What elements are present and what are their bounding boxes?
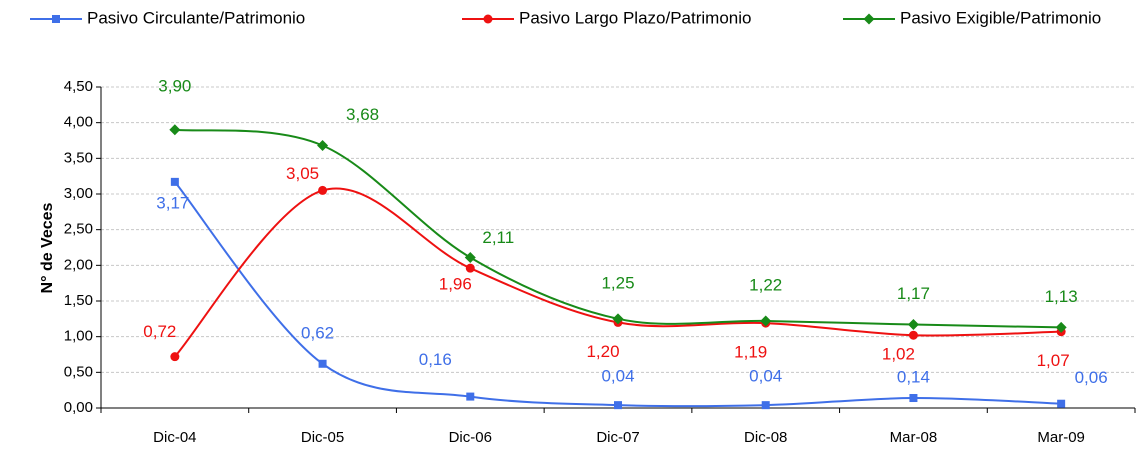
y-tick-label: 2,00 bbox=[64, 256, 93, 273]
value-label: 0,62 bbox=[301, 323, 334, 342]
value-label: 0,04 bbox=[601, 367, 634, 386]
value-label: 1,96 bbox=[439, 275, 472, 294]
value-label: 0,14 bbox=[897, 367, 930, 386]
x-tick-label: Dic-04 bbox=[153, 429, 196, 446]
y-tick-label: 0,50 bbox=[64, 363, 93, 380]
value-label: 3,17 bbox=[156, 193, 189, 212]
y-axis-title: N° de Veces bbox=[39, 202, 56, 293]
marker bbox=[170, 177, 179, 186]
value-label: 1,20 bbox=[586, 342, 619, 361]
y-tick-label: 3,50 bbox=[64, 149, 93, 166]
x-tick-label: Dic-07 bbox=[596, 429, 639, 446]
marker bbox=[465, 263, 475, 273]
marker bbox=[52, 15, 60, 23]
marker bbox=[170, 352, 180, 362]
marker bbox=[863, 13, 875, 25]
y-tick-label: 4,00 bbox=[64, 114, 93, 131]
marker bbox=[466, 392, 475, 401]
y-tick-label: 1,00 bbox=[64, 328, 93, 345]
marker bbox=[464, 251, 476, 263]
marker bbox=[614, 401, 622, 410]
value-label: 1,19 bbox=[734, 343, 767, 362]
y-tick-label: 1,50 bbox=[64, 292, 93, 309]
value-label: 3,90 bbox=[158, 76, 191, 95]
marker bbox=[317, 139, 329, 151]
legend-label: Pasivo Largo Plazo/Patrimonio bbox=[519, 8, 751, 27]
legend-label: Pasivo Exigible/Patrimonio bbox=[900, 8, 1101, 27]
marker bbox=[318, 185, 328, 195]
marker bbox=[612, 313, 624, 325]
value-label: 0,06 bbox=[1075, 368, 1108, 387]
y-tick-label: 3,00 bbox=[64, 185, 93, 202]
value-label: 3,68 bbox=[346, 105, 379, 124]
marker bbox=[483, 14, 493, 24]
value-label: 1,02 bbox=[882, 345, 915, 364]
marker bbox=[1057, 399, 1066, 408]
marker bbox=[907, 319, 919, 331]
marker bbox=[909, 394, 918, 403]
legend-label: Pasivo Circulante/Patrimonio bbox=[87, 8, 305, 27]
marker bbox=[760, 315, 772, 327]
value-label: 3,05 bbox=[286, 164, 319, 183]
value-label: 1,17 bbox=[897, 284, 930, 303]
value-label: 0,04 bbox=[749, 367, 782, 386]
y-tick-label: 4,50 bbox=[64, 78, 93, 95]
marker bbox=[761, 401, 770, 410]
value-label: 0,16 bbox=[419, 350, 452, 369]
value-label: 0,72 bbox=[143, 322, 176, 341]
x-tick-label: Dic-05 bbox=[301, 429, 344, 446]
x-tick-label: Dic-06 bbox=[449, 429, 492, 446]
marker bbox=[908, 330, 918, 340]
y-tick-label: 2,50 bbox=[64, 221, 93, 238]
marker bbox=[1055, 321, 1067, 333]
x-tick-label: Mar-09 bbox=[1037, 429, 1085, 446]
value-label: 1,13 bbox=[1045, 287, 1078, 306]
x-tick-label: Mar-08 bbox=[890, 429, 938, 446]
marker bbox=[169, 124, 181, 136]
y-tick-label: 0,00 bbox=[64, 399, 93, 416]
value-label: 1,07 bbox=[1037, 351, 1070, 370]
value-label: 1,25 bbox=[601, 273, 634, 292]
marker bbox=[318, 359, 327, 368]
value-label: 2,11 bbox=[482, 228, 514, 247]
x-tick-label: Dic-08 bbox=[744, 429, 787, 446]
value-label: 1,22 bbox=[749, 275, 782, 294]
